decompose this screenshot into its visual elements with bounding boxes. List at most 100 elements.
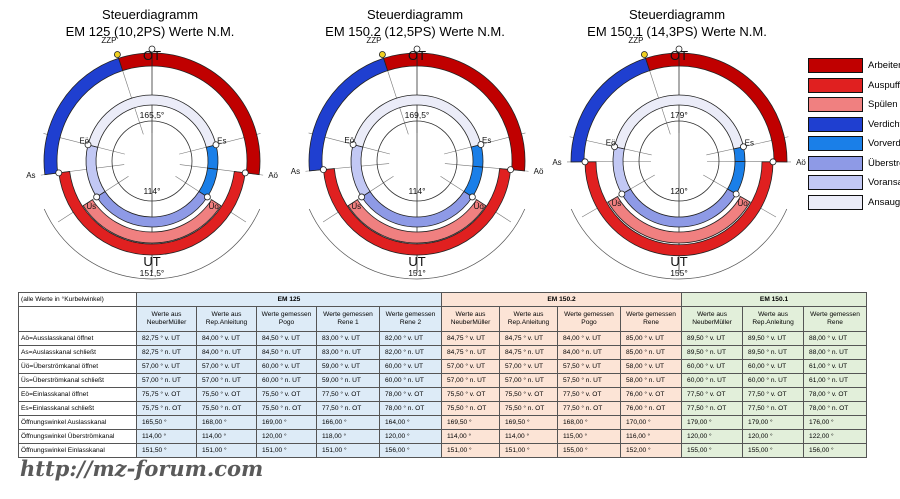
table-cell: 120,00 ° xyxy=(379,429,442,444)
reference-line xyxy=(322,175,394,223)
table-cell: 82,00 ° v. UT xyxy=(379,331,442,346)
table-cell: 176,00 ° xyxy=(803,415,868,430)
timing-diagram-svg: OT UT ZZP As Aö Eö Es Üs Üo 169,5° 114° 151° xyxy=(291,36,544,280)
table-cell: 77,50 ° v. OT xyxy=(742,387,805,402)
label-uo: Üo xyxy=(474,202,485,211)
es-marker xyxy=(212,141,220,149)
table-group-name: EM 150.2 xyxy=(440,292,683,307)
ring-vorverdichten-2 xyxy=(470,143,484,168)
uo-marker xyxy=(732,190,740,198)
uo-marker xyxy=(203,193,211,201)
legend-item: Auspuffen xyxy=(808,76,900,96)
table-row-label: Es=Einlasskanal schließt xyxy=(18,401,137,416)
table-row-label: Aö=Ausslasskanal öffnet xyxy=(18,331,137,346)
table-cell: 151,50 ° xyxy=(136,443,197,458)
reference-line xyxy=(703,174,777,218)
label-ot: OT xyxy=(143,48,161,63)
table-cell: 82,75 ° n. UT xyxy=(136,345,197,360)
diagram-title: Steuerdiagramm xyxy=(366,7,464,22)
label-es: Es xyxy=(745,138,754,147)
table-cell: 168,00 ° xyxy=(196,415,257,430)
table-cell: 84,50 ° v. UT xyxy=(256,331,317,346)
eo-marker xyxy=(611,143,618,151)
legend-swatch xyxy=(808,194,863,210)
timing-diagram-svg: OT UT ZZP As Aö Eö Es Üs Üo 179° 120° 155° xyxy=(552,36,806,280)
table-cell: 75,75 ° v. OT xyxy=(136,387,197,402)
table-cell: 75,75 ° n. OT xyxy=(136,401,197,416)
reference-line xyxy=(175,175,247,223)
table-column-header: Werte aus Rep.Anleitung xyxy=(499,306,558,332)
us-marker xyxy=(358,193,366,201)
table-row: As=Auslasskanal schließt 82,75 ° n. UT 84,… xyxy=(18,345,868,360)
table-subheader: Werte aus NeuberMüller Werte aus Rep.Anle… xyxy=(18,306,868,332)
table-cell: 88,00 ° n. UT xyxy=(803,345,868,360)
diagram-subtitle: EM 150.2 (12,5PS) Werte N.M. xyxy=(325,24,505,39)
table-cell: 57,00 ° n. UT xyxy=(499,373,558,388)
diagram-em150-1: Steuerdiagramm EM 150.1 (14,3PS) Werte N… xyxy=(527,0,827,290)
legend-label: Arbeiten xyxy=(868,60,900,72)
table-row: Eö=Einlasskanal öffnet 75,75 ° v. OT 75,50… xyxy=(18,387,868,402)
angle-exhaust-label: 155° xyxy=(670,268,688,278)
legend-item: Ansaugen xyxy=(808,193,900,213)
table-cell: 75,50 ° v. OT xyxy=(196,387,257,402)
reference-line xyxy=(581,174,655,218)
table-cell: 115,00 ° xyxy=(557,429,621,444)
table-cell: 88,00 ° v. UT xyxy=(803,331,868,346)
table-column-header: Werte aus NeuberMüller xyxy=(136,306,197,332)
table-row-label: Öffnungswinkel Einlasskanal xyxy=(18,443,137,458)
table-cell: 84,75 ° n. UT xyxy=(441,345,500,360)
es-marker xyxy=(740,143,747,151)
label-ao: Aö xyxy=(534,167,544,176)
table-column-header: Werte gemessen Rene xyxy=(619,306,683,332)
table-cell: 75,50 ° v. OT xyxy=(256,387,317,402)
table-cell: 60,00 ° n. UT xyxy=(681,373,744,388)
table-cell: 75,50 ° v. OT xyxy=(499,387,558,402)
legend-label: Überströmen xyxy=(868,157,900,169)
table-cell: 77,50 ° v. OT xyxy=(681,387,744,402)
table-cell: 155,00 ° xyxy=(742,443,805,458)
label-ao: Aö xyxy=(796,158,806,167)
ring-spuelen xyxy=(347,199,487,244)
table-cell: 77,50 ° n. OT xyxy=(681,401,744,416)
table-cell: 75,50 ° n. OT xyxy=(499,401,558,416)
table-cell: 84,50 ° n. UT xyxy=(256,345,317,360)
table-row: Öffnungswinkel Überströmkanal 114,00 ° 114… xyxy=(18,429,868,444)
eo-marker xyxy=(84,141,92,149)
table-cell: 118,00 ° xyxy=(316,429,380,444)
table-cell: 75,50 ° n. OT xyxy=(441,401,500,416)
table-cell: 179,00 ° xyxy=(742,415,805,430)
ring-arbeiten-zzp xyxy=(383,52,418,72)
label-as: As xyxy=(552,158,561,167)
zzp-marker xyxy=(640,51,648,58)
table-cell: 57,00 ° n. UT xyxy=(136,373,197,388)
table-cell: 155,00 ° xyxy=(681,443,744,458)
angle-transfer-label: 114° xyxy=(144,186,161,196)
table-cell: 78,00 ° n. OT xyxy=(379,401,442,416)
table-group-name: EM 125 xyxy=(136,292,442,307)
angle-inlet-label: 165,5° xyxy=(140,110,165,120)
ao-marker xyxy=(241,169,249,177)
label-eo: Eö xyxy=(344,136,354,145)
table-column-header: Werte aus NeuberMüller xyxy=(681,306,744,332)
table-cell: 169,50 ° xyxy=(441,415,500,430)
legend-item: Vorverdichten xyxy=(808,134,900,154)
ring-arbeiten-zzp xyxy=(118,52,153,72)
table-column-header: Werte aus Rep.Anleitung xyxy=(742,306,805,332)
table-cell: 84,00 ° v. UT xyxy=(196,331,257,346)
table-column-header: Werte gemessen Pogo xyxy=(557,306,621,332)
table-cell: 76,00 ° n. OT xyxy=(619,401,683,416)
table-cell: 168,00 ° xyxy=(557,415,621,430)
label-ut: UT xyxy=(408,254,425,269)
angle-inlet-label: 169,5° xyxy=(405,110,430,120)
legend-swatch xyxy=(808,136,863,152)
table-cell: 83,00 ° n. UT xyxy=(316,345,380,360)
table-cell: 78,00 ° v. OT xyxy=(803,387,868,402)
label-ut: UT xyxy=(143,254,160,269)
legend: Arbeiten Auspuffen Spülen Verdichten Vorverd… xyxy=(808,56,900,212)
table-cell: 84,75 ° n. UT xyxy=(499,345,558,360)
legend-swatch xyxy=(808,97,863,113)
table-cell: 155,00 ° xyxy=(557,443,621,458)
table-cell: 57,00 ° v. UT xyxy=(499,359,558,374)
table-column-header: Werte gemessen Rene xyxy=(803,306,868,332)
table-cell: 77,50 ° n. OT xyxy=(316,401,380,416)
